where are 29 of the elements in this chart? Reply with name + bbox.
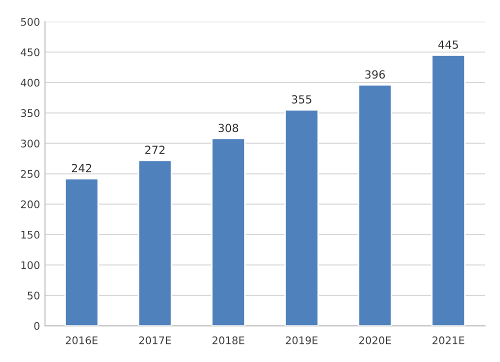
data-label: 242 <box>72 164 92 172</box>
x-tick-label: 2020E <box>359 336 391 344</box>
x-tick-label: 2021E <box>432 336 464 344</box>
bar <box>358 84 392 326</box>
y-tick-label: 500 <box>21 18 40 26</box>
y-tick-label: 200 <box>21 200 40 208</box>
data-label: 445 <box>438 40 458 49</box>
bar <box>64 178 99 326</box>
bar <box>138 160 172 326</box>
x-tick-label: 2018E <box>212 336 244 344</box>
bar <box>284 109 319 326</box>
y-tick-label: 50 <box>28 292 40 300</box>
data-label: 272 <box>145 146 164 154</box>
x-tick-label: 2017E <box>139 336 171 344</box>
y-tick-label: 0 <box>34 322 40 330</box>
x-tick-label: 2016E <box>66 336 98 344</box>
x-tick-label: 2019E <box>286 336 318 344</box>
y-tick-label: 100 <box>21 261 40 270</box>
y-tick-label: 400 <box>20 78 40 87</box>
y-tick-label: 250 <box>21 170 40 178</box>
y-tick-label: 150 <box>21 230 40 239</box>
bar <box>211 138 246 326</box>
y-tick-label: 350 <box>21 109 40 118</box>
y-tick-label: 300 <box>21 140 40 148</box>
bar <box>431 54 466 326</box>
y-tick-label: 450 <box>20 48 40 56</box>
data-label: 396 <box>365 70 385 79</box>
data-label: 308 <box>218 124 238 132</box>
data-label: 355 <box>292 95 312 104</box>
